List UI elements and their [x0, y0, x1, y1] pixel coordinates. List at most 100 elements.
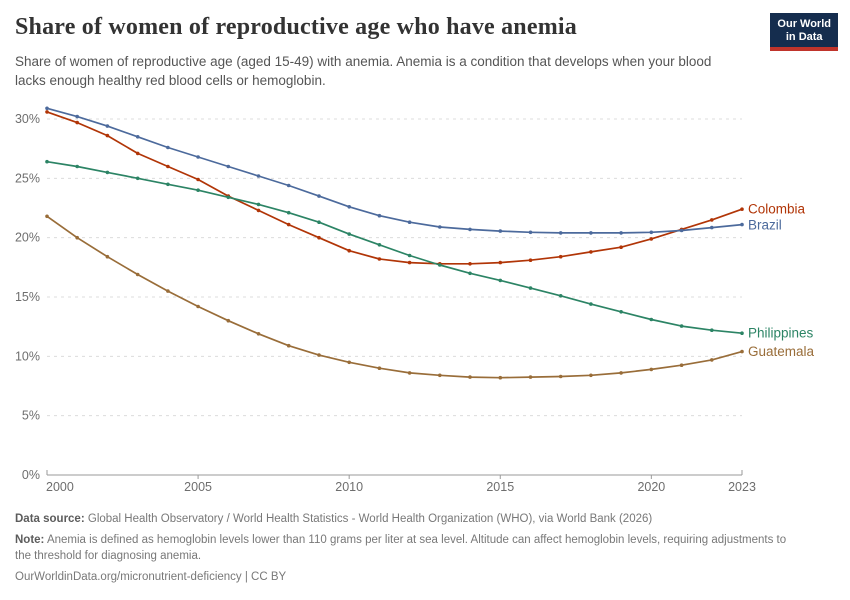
data-point[interactable]	[679, 228, 684, 233]
data-point[interactable]	[710, 218, 714, 222]
data-point[interactable]	[649, 237, 654, 241]
series-line-guatemala[interactable]	[46, 215, 743, 379]
data-point[interactable]	[45, 159, 49, 164]
data-point[interactable]	[347, 360, 352, 365]
data-point[interactable]	[589, 250, 593, 254]
data-point[interactable]	[438, 263, 442, 267]
data-point[interactable]	[45, 214, 49, 219]
data-point[interactable]	[226, 164, 231, 169]
data-point[interactable]	[226, 318, 231, 323]
data-point[interactable]	[196, 188, 200, 192]
data-point[interactable]	[75, 235, 79, 240]
data-point[interactable]	[196, 177, 200, 182]
data-point[interactable]	[317, 220, 321, 224]
data-point[interactable]	[347, 248, 352, 253]
data-point[interactable]	[75, 120, 79, 125]
data-point[interactable]	[498, 229, 503, 233]
data-point[interactable]	[166, 164, 170, 169]
data-point[interactable]	[528, 286, 533, 290]
data-point[interactable]	[256, 332, 261, 336]
data-point[interactable]	[75, 164, 79, 169]
data-point[interactable]	[166, 145, 170, 150]
data-point[interactable]	[649, 317, 654, 322]
series-philippines[interactable]	[45, 159, 744, 335]
series-colombia[interactable]	[45, 110, 744, 266]
data-point[interactable]	[619, 245, 623, 249]
data-point[interactable]	[619, 231, 623, 235]
data-point[interactable]	[407, 253, 412, 258]
data-point[interactable]	[710, 358, 714, 362]
data-point[interactable]	[649, 230, 654, 235]
data-point[interactable]	[589, 373, 593, 378]
series-guatemala[interactable]	[45, 214, 744, 380]
series-label-colombia[interactable]: Colombia	[748, 202, 806, 217]
data-point[interactable]	[75, 114, 79, 119]
data-point[interactable]	[317, 235, 321, 240]
data-point[interactable]	[679, 363, 684, 368]
data-point[interactable]	[256, 202, 261, 207]
data-point[interactable]	[286, 183, 291, 188]
data-point[interactable]	[317, 353, 321, 357]
data-point[interactable]	[226, 195, 231, 200]
data-point[interactable]	[468, 375, 472, 379]
data-point[interactable]	[438, 225, 442, 229]
data-point[interactable]	[407, 371, 412, 375]
data-point[interactable]	[407, 260, 412, 265]
data-point[interactable]	[589, 302, 593, 306]
data-point[interactable]	[377, 243, 382, 247]
series-line-colombia[interactable]	[46, 111, 743, 265]
data-point[interactable]	[135, 135, 140, 139]
data-point[interactable]	[105, 133, 110, 138]
data-point[interactable]	[649, 367, 654, 372]
data-point[interactable]	[498, 260, 503, 265]
data-point[interactable]	[377, 213, 382, 218]
data-point[interactable]	[740, 207, 744, 211]
data-point[interactable]	[740, 349, 744, 354]
data-point[interactable]	[528, 375, 533, 379]
data-point[interactable]	[528, 258, 533, 262]
data-point[interactable]	[256, 174, 261, 178]
data-point[interactable]	[740, 222, 744, 227]
data-point[interactable]	[619, 310, 623, 314]
data-point[interactable]	[317, 194, 321, 198]
series-label-brazil[interactable]: Brazil	[748, 218, 782, 233]
data-point[interactable]	[347, 232, 352, 236]
data-point[interactable]	[619, 371, 623, 375]
data-point[interactable]	[710, 225, 714, 230]
data-point[interactable]	[166, 289, 170, 293]
data-point[interactable]	[45, 106, 49, 111]
series-label-philippines[interactable]: Philippines	[748, 326, 814, 341]
data-point[interactable]	[135, 176, 140, 181]
data-point[interactable]	[438, 373, 442, 378]
data-point[interactable]	[286, 210, 291, 215]
data-point[interactable]	[710, 328, 714, 332]
data-point[interactable]	[286, 222, 291, 227]
data-point[interactable]	[166, 182, 170, 187]
data-point[interactable]	[135, 272, 140, 277]
data-point[interactable]	[740, 331, 744, 335]
data-point[interactable]	[558, 231, 563, 235]
series-line-brazil[interactable]	[46, 107, 743, 234]
data-point[interactable]	[558, 294, 563, 298]
series-label-guatemala[interactable]: Guatemala	[748, 344, 815, 359]
data-point[interactable]	[45, 110, 49, 114]
data-point[interactable]	[528, 230, 533, 235]
data-point[interactable]	[679, 324, 684, 328]
data-point[interactable]	[498, 375, 503, 380]
series-line-philippines[interactable]	[46, 160, 743, 335]
data-point[interactable]	[196, 304, 200, 309]
data-point[interactable]	[286, 343, 291, 348]
data-point[interactable]	[468, 262, 472, 266]
series-brazil[interactable]	[45, 106, 744, 235]
data-point[interactable]	[468, 227, 472, 232]
data-point[interactable]	[347, 205, 352, 209]
data-point[interactable]	[589, 231, 593, 235]
data-point[interactable]	[407, 220, 412, 224]
data-point[interactable]	[377, 366, 382, 371]
data-point[interactable]	[558, 254, 563, 259]
data-point[interactable]	[558, 374, 563, 379]
data-point[interactable]	[498, 278, 503, 283]
data-point[interactable]	[135, 151, 140, 156]
data-point[interactable]	[105, 170, 110, 175]
data-point[interactable]	[105, 254, 110, 259]
